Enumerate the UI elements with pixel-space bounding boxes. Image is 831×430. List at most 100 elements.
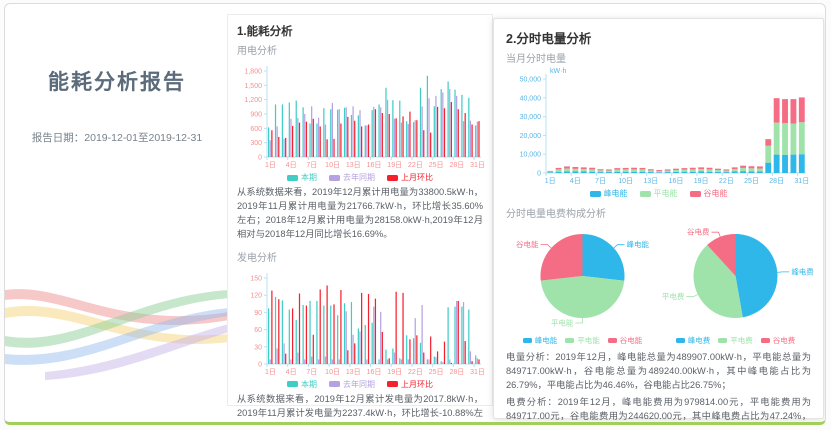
- legend-label: 本期: [301, 173, 317, 182]
- svg-text:31日: 31日: [470, 368, 485, 376]
- svg-text:19日: 19日: [387, 368, 402, 376]
- generation-chart-legend: 本期 去年同期 上月环比: [237, 379, 483, 390]
- legend-label: 本期: [301, 379, 317, 389]
- svg-text:28日: 28日: [449, 161, 464, 169]
- svg-text:28日: 28日: [769, 177, 784, 185]
- legend-item[interactable]: 谷电费: [760, 335, 796, 346]
- legend-label: 平电费: [730, 336, 753, 345]
- svg-text:120: 120: [250, 292, 262, 299]
- svg-text:平电能: 平电能: [551, 317, 574, 327]
- legend-label: 去年同期: [343, 173, 375, 182]
- legend-swatch: [689, 190, 701, 197]
- svg-text:10日: 10日: [325, 161, 340, 169]
- tou-stacked-bar-chart[interactable]: 0 10,000 20,000 30,000 40,000 50,000 kW·h 1日 4日 7…: [506, 67, 811, 187]
- legend-item[interactable]: 峰电能: [589, 188, 628, 199]
- legend-item[interactable]: 去年同期: [329, 379, 375, 390]
- svg-text:1日: 1日: [265, 368, 276, 376]
- svg-text:7日: 7日: [306, 161, 317, 169]
- energy-analysis-text: 电量分析：2019年12月，峰电能总量为489907.00kW·h，平电能总量为…: [506, 352, 811, 390]
- legend-item[interactable]: 去年同期: [329, 172, 375, 183]
- legend-label: 峰电费: [687, 336, 711, 345]
- legend-item[interactable]: 平电能: [639, 188, 678, 199]
- svg-text:0: 0: [537, 171, 541, 178]
- report-title: 能耗分析报告: [48, 71, 186, 94]
- svg-text:4日: 4日: [570, 177, 581, 185]
- energy-pie-legend: 峰电能 平电能 谷电能: [506, 335, 659, 346]
- legend-label: 上月环比: [401, 379, 433, 389]
- legend-label: 谷电能: [703, 189, 728, 198]
- svg-text:600: 600: [250, 126, 262, 133]
- legend-label: 上月环比: [401, 173, 433, 182]
- generation-analysis-text: 从系统数据来看，2019年12月累计发电量为2017.8kW·h，2019年11…: [237, 393, 483, 422]
- legend-swatch: [760, 338, 770, 343]
- report-date: 报告日期：2019-12-01至2019-12-31: [31, 132, 203, 144]
- svg-text:1日: 1日: [545, 177, 556, 185]
- legend-label: 峰电能: [603, 189, 628, 198]
- svg-text:40,000: 40,000: [520, 95, 542, 102]
- svg-text:1,500: 1,500: [244, 83, 262, 90]
- legend-item[interactable]: 峰电费: [675, 335, 711, 346]
- legend-item[interactable]: 谷电能: [689, 188, 728, 199]
- svg-text:25日: 25日: [429, 368, 444, 376]
- svg-text:90: 90: [254, 310, 262, 317]
- svg-text:1,200: 1,200: [244, 97, 262, 104]
- svg-text:28日: 28日: [449, 368, 464, 376]
- legend-label: 平电能: [653, 189, 678, 198]
- svg-text:16日: 16日: [367, 368, 382, 376]
- svg-text:4日: 4日: [286, 368, 297, 376]
- cover-panel: 能耗分析报告 报告日期：2019-12-01至2019-12-31: [5, 4, 229, 422]
- cost-pie-col: 峰电费 平电费 谷电费 峰电费 平电费 谷电费: [659, 222, 814, 348]
- decorative-waves: [5, 289, 229, 380]
- usage-bar-chart[interactable]: 0 300 600 900 1,200 1,500 1,800 1日 4日 7日 10日 13日 16日…: [237, 59, 485, 171]
- svg-text:1日: 1日: [265, 161, 276, 169]
- svg-text:22日: 22日: [408, 368, 423, 376]
- legend-swatch: [287, 174, 298, 181]
- svg-text:7日: 7日: [595, 177, 606, 185]
- svg-text:10日: 10日: [325, 368, 340, 376]
- svg-text:150: 150: [250, 275, 262, 282]
- usage-analysis-text: 从系统数据来看，2019年12月累计用电量为33800.5kW·h，2019年1…: [237, 187, 483, 239]
- legend-item[interactable]: 平电费: [718, 335, 753, 346]
- svg-text:30,000: 30,000: [520, 114, 542, 121]
- legend-label: 谷电费: [772, 336, 796, 345]
- cost-pie-legend: 峰电费 平电费 谷电费: [659, 335, 812, 346]
- svg-text:16日: 16日: [669, 177, 684, 185]
- tou-bar-subtitle: 当月分时电量: [506, 54, 566, 65]
- energy-pie-chart[interactable]: 峰电能 平电能 谷电能: [506, 222, 659, 334]
- cost-analysis-text: 电费分析：2019年12月，峰电能费用为979814.00元，平电能费用为849…: [506, 396, 811, 421]
- legend-item[interactable]: 本期: [287, 172, 317, 183]
- legend-item[interactable]: 峰电能: [522, 335, 557, 346]
- legend-swatch: [329, 174, 340, 181]
- svg-text:60: 60: [254, 327, 262, 334]
- svg-text:谷电能: 谷电能: [516, 239, 539, 249]
- legend-item[interactable]: 谷电能: [607, 335, 642, 346]
- legend-item[interactable]: 上月环比: [387, 172, 433, 183]
- svg-text:0: 0: [258, 361, 262, 368]
- svg-text:25日: 25日: [429, 161, 444, 169]
- legend-swatch: [522, 338, 532, 343]
- tou-bar-legend: 峰电能 平电能 谷电能: [506, 188, 811, 199]
- pie-subtitle: 分时电量电费构成分析: [506, 209, 606, 220]
- svg-text:4日: 4日: [286, 161, 297, 169]
- usage-chart-legend: 本期 去年同期 上月环比: [237, 172, 483, 183]
- legend-swatch: [287, 381, 298, 388]
- legend-item[interactable]: 本期: [287, 379, 317, 390]
- tou-analysis-card: 2.分时电量分析 当月分时电量 0 10,000 20,000 30,000 40,00…: [493, 18, 824, 421]
- svg-text:25日: 25日: [744, 177, 759, 185]
- pies-row: 峰电能 平电能 谷电能 峰电能 平电能 谷电能 峰电费 平电费 谷电费 峰电费 平电费 谷电费: [506, 222, 814, 348]
- section2-heading: 2.分时电量分析: [506, 32, 592, 46]
- generation-bar-chart[interactable]: 0 30 60 90 120 150 1日 4日 7日 10日 13日 16日 19日 22日 25日 28日…: [237, 266, 485, 378]
- generation-subtitle: 发电分析: [237, 252, 277, 264]
- energy-pie-col: 峰电能 平电能 谷电能 峰电能 平电能 谷电能: [506, 222, 659, 348]
- svg-text:900: 900: [250, 112, 262, 119]
- legend-swatch: [675, 338, 685, 343]
- report-frame: 能耗分析报告 报告日期：2019-12-01至2019-12-31 1.能耗分析…: [4, 3, 826, 425]
- usage-subtitle: 用电分析: [237, 46, 277, 57]
- svg-text:10日: 10日: [618, 177, 633, 185]
- svg-text:30: 30: [254, 344, 262, 351]
- legend-item[interactable]: 平电能: [565, 335, 600, 346]
- legend-swatch: [589, 190, 601, 197]
- cost-pie-chart[interactable]: 峰电费 平电费 谷电费: [659, 222, 814, 334]
- legend-item[interactable]: 上月环比: [387, 379, 433, 390]
